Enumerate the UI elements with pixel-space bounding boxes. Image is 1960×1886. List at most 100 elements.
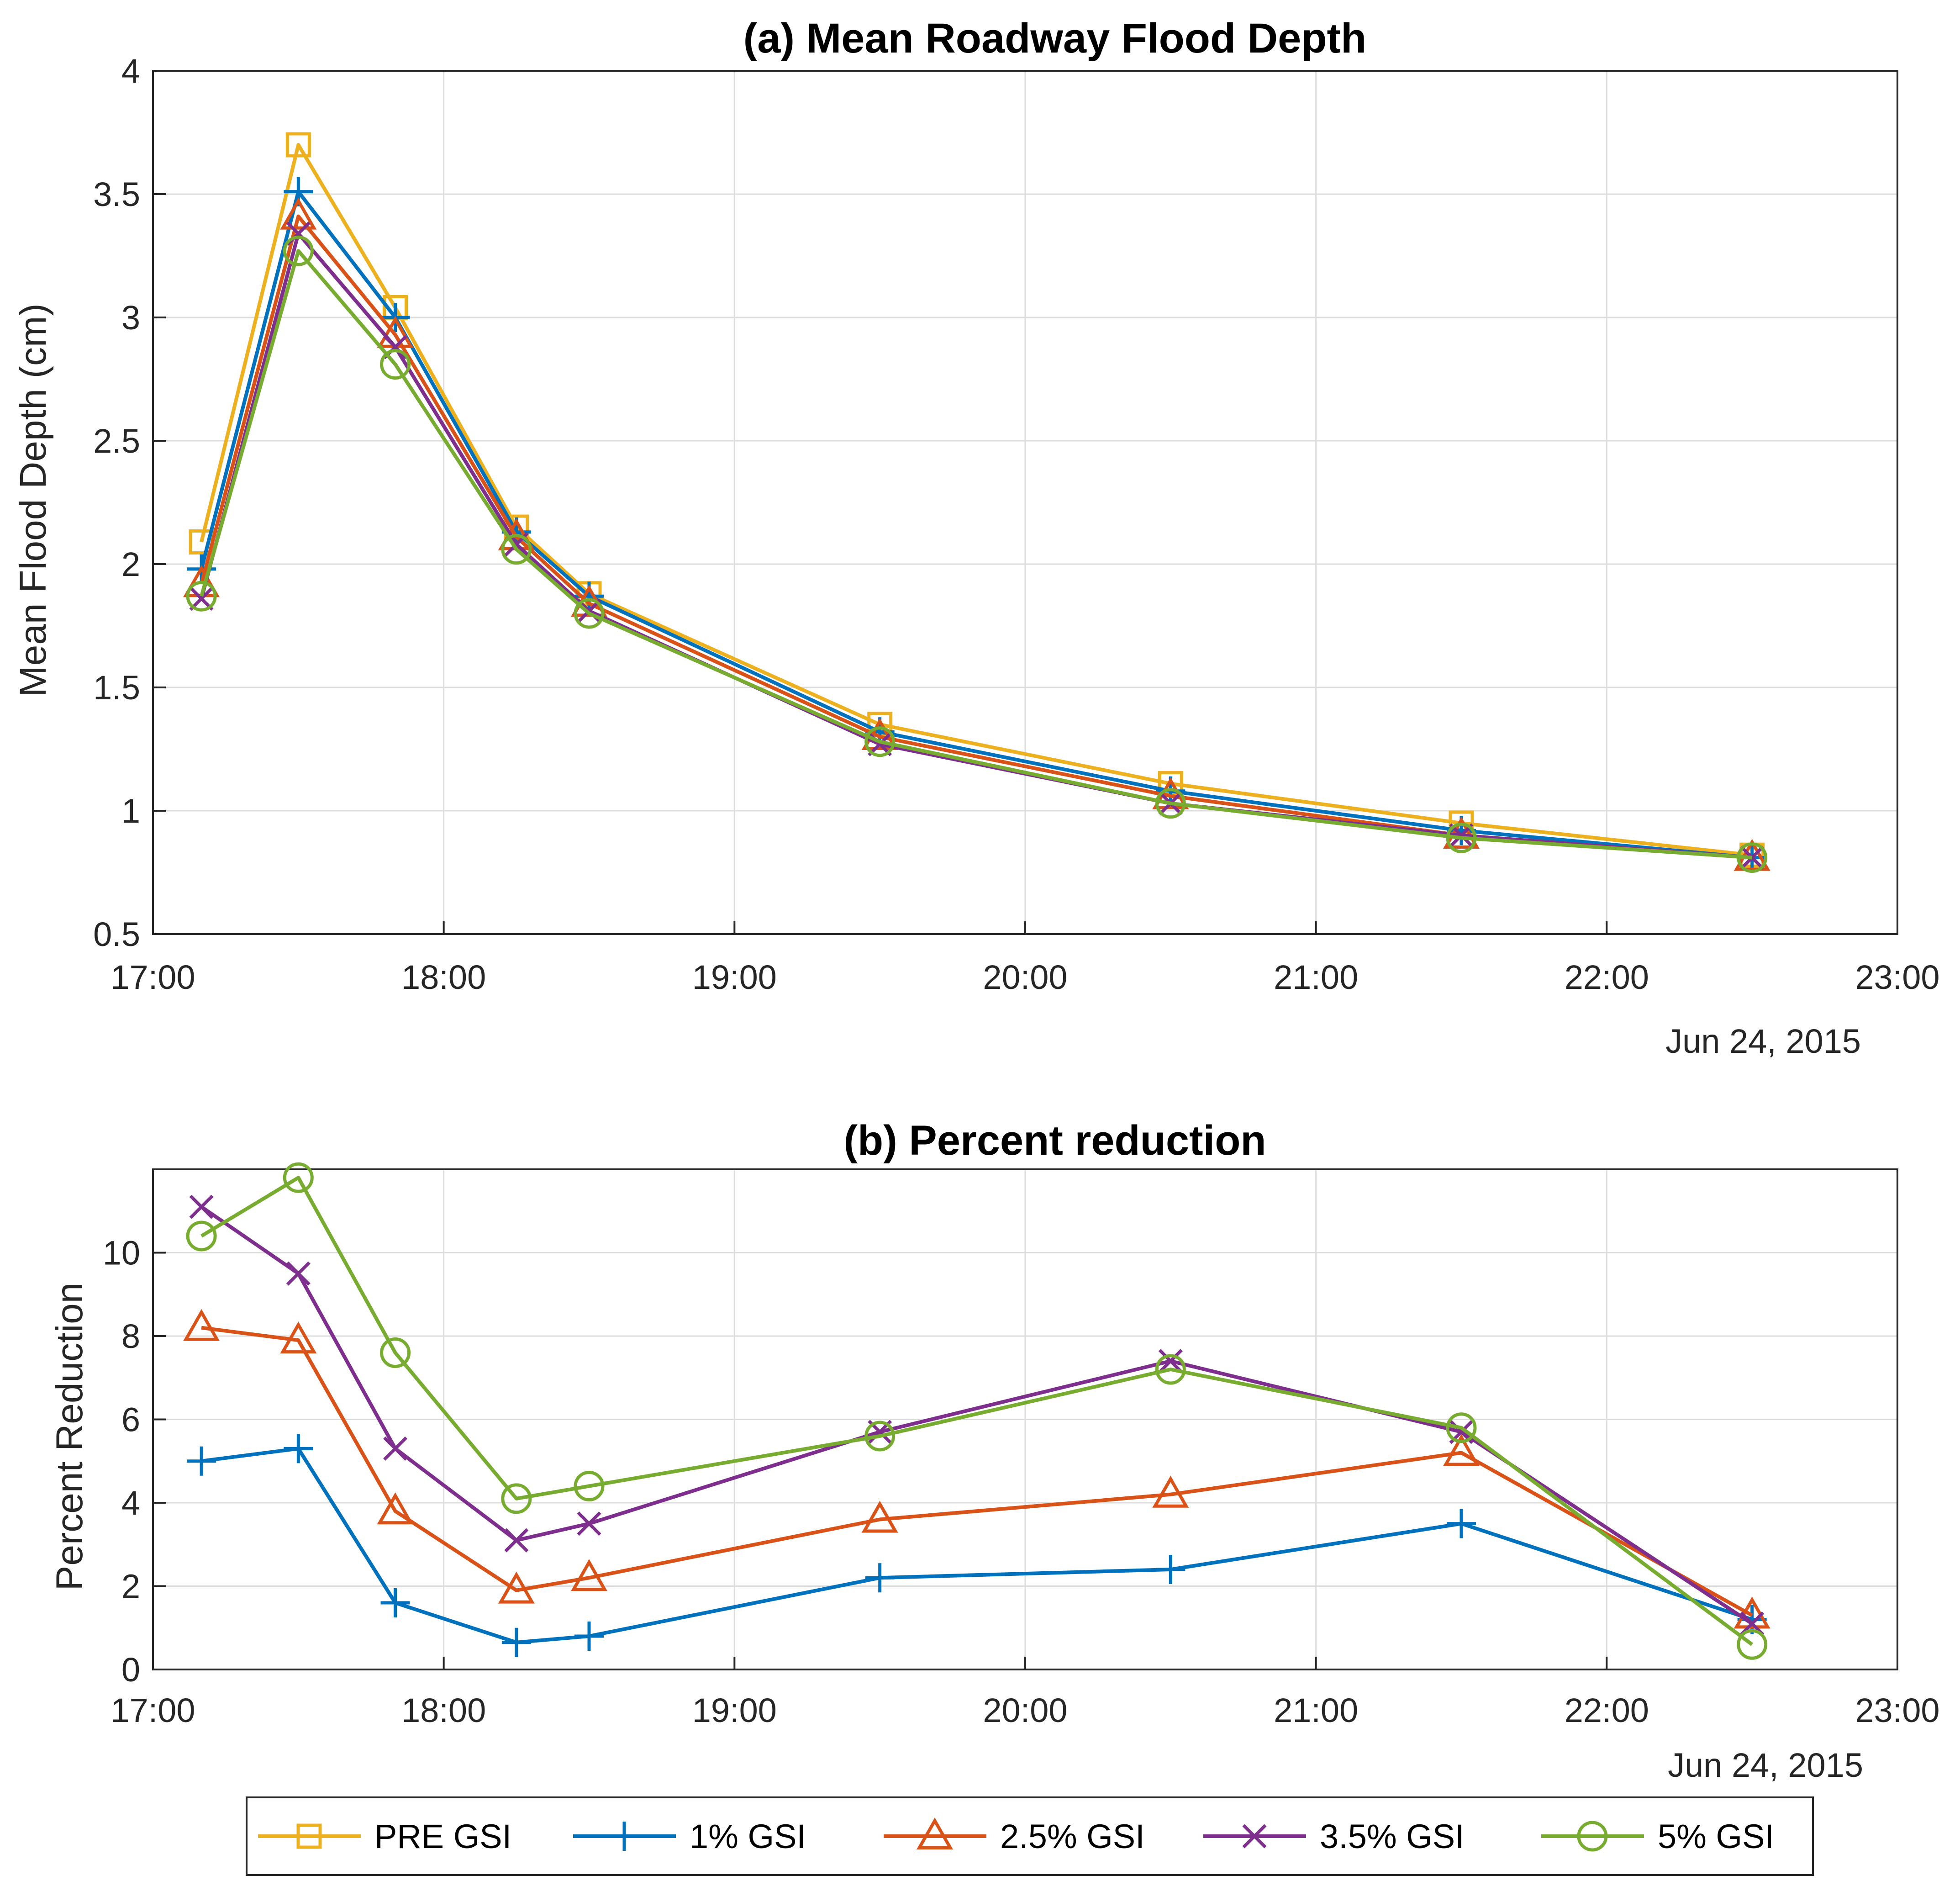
panel-b-series-5pct-gsi bbox=[186, 1162, 1768, 1660]
panel-b-series-2-5pct-gsi-point-7 bbox=[1443, 1434, 1480, 1466]
panel-a-y-axis-label: Mean Flood Depth (cm) bbox=[12, 303, 54, 697]
panel-b-series-3-5pct-gsi-point-3 bbox=[504, 1528, 529, 1553]
panel-b-series-1pct-gsi-point-1 bbox=[284, 1434, 313, 1463]
panel-a-title: (a) Mean Roadway Flood Depth bbox=[743, 15, 1367, 62]
panel-b-series-5pct-gsi-point-8 bbox=[1737, 1629, 1768, 1660]
legend-marker-3 bbox=[1242, 1824, 1267, 1849]
panel-b-series-3-5pct-gsi-point-6 bbox=[1158, 1349, 1183, 1374]
legend-label-4: 5% GSI bbox=[1658, 1817, 1774, 1855]
legend-entry-1pct-gsi: 1% GSI bbox=[573, 1817, 806, 1855]
panel-b-date-label: Jun 24, 2015 bbox=[1668, 1746, 1863, 1784]
legend: PRE GSI 1% GSI 2.5% GSI 3.5% GSI 5% GSI bbox=[246, 1796, 1814, 1876]
legend-entry-5pct-gsi: 5% GSI bbox=[1541, 1817, 1774, 1855]
panel-a-y-tick-label-3: 2 bbox=[121, 545, 140, 583]
panel-a-series-3-5pct-gsi-point-8 bbox=[1740, 845, 1765, 870]
panel-b-y-tick-label-0: 0 bbox=[121, 1651, 140, 1689]
panel-b-x-tick-label-4: 21:00 bbox=[1274, 1691, 1358, 1729]
panel-b-series-2-5pct-gsi-point-5 bbox=[861, 1500, 898, 1533]
panel-a-series-1pct-gsi bbox=[187, 177, 1767, 872]
panel-a-y-tick-label-0: 0.5 bbox=[93, 915, 140, 953]
panel-b-series-2-5pct-gsi-point-2 bbox=[377, 1492, 414, 1525]
panel-b-series-2-5pct-gsi-point-0 bbox=[183, 1309, 220, 1341]
panel-a-y-tick-label-6: 3.5 bbox=[93, 175, 140, 213]
panel-b-series-5pct-gsi-point-4 bbox=[574, 1471, 605, 1501]
panel-b-x-tick-label-6: 23:00 bbox=[1855, 1691, 1939, 1729]
panel-b-x-tick-label-1: 18:00 bbox=[401, 1691, 486, 1729]
panel-b-series-2-5pct-gsi-point-3 bbox=[498, 1571, 535, 1604]
panel-a-series-5pct-gsi-point-8 bbox=[1737, 842, 1768, 873]
panel-a-series-5pct-gsi-line bbox=[200, 249, 1752, 860]
panel-a-x-tick-label-1: 18:00 bbox=[401, 958, 486, 996]
legend-marker-2 bbox=[916, 1817, 954, 1849]
legend-label-2: 2.5% GSI bbox=[1000, 1817, 1145, 1855]
panel-a-date-label: Jun 24, 2015 bbox=[1665, 1022, 1861, 1060]
panel-b-series-1pct-gsi-point-6 bbox=[1156, 1555, 1185, 1584]
panel-b-series-5pct-gsi-point-7 bbox=[1446, 1412, 1477, 1443]
panel-b-series-5pct-gsi-point-2 bbox=[380, 1337, 411, 1368]
panel-b-series-2-5pct-gsi-point-4 bbox=[570, 1559, 608, 1591]
panel-b-x-tick-label-2: 19:00 bbox=[692, 1691, 777, 1729]
legend-marker-1 bbox=[610, 1822, 639, 1851]
panel-a-y-tick-label-4: 2.5 bbox=[93, 422, 140, 460]
panel-a-series-5pct-gsi-point-4 bbox=[574, 598, 605, 629]
panel-b-series-3-5pct-gsi-point-1 bbox=[286, 1261, 311, 1286]
panel-b-series-2-5pct-gsi bbox=[183, 1309, 1770, 1629]
panel-a-series-5pct-gsi-point-0 bbox=[186, 581, 217, 612]
panel-a-x-tick-label-6: 23:00 bbox=[1855, 958, 1939, 996]
panel-b-series-1pct-gsi-point-7 bbox=[1447, 1509, 1476, 1538]
panel-b-series-3-5pct-gsi-point-2 bbox=[383, 1436, 408, 1461]
panel-a-series-5pct-gsi-point-1 bbox=[283, 235, 314, 266]
panel-b-series-2-5pct-gsi-point-8 bbox=[1733, 1596, 1770, 1629]
panel-b-series-5pct-gsi-line bbox=[200, 1176, 1754, 1646]
panel-b-y-tick-label-3: 6 bbox=[121, 1401, 140, 1439]
legend-label-1: 1% GSI bbox=[690, 1817, 806, 1855]
panel-b-series-3-5pct-gsi-point-0 bbox=[189, 1194, 214, 1219]
panel-a-series-5pct-gsi bbox=[186, 235, 1768, 873]
panel-a-series-2-5pct-gsi bbox=[183, 197, 1770, 871]
legend-label-3: 3.5% GSI bbox=[1320, 1817, 1465, 1855]
panel-b-series-5pct-gsi-point-0 bbox=[186, 1220, 217, 1252]
panel-a-x-tick-label-4: 21:00 bbox=[1274, 958, 1358, 996]
panel-b-x-tick-label-3: 20:00 bbox=[983, 1691, 1067, 1729]
panel-b-y-axis-label: Percent Reduction bbox=[49, 1283, 90, 1591]
panel-a: (a) Mean Roadway Flood Depth 17:00 18:00 1… bbox=[12, 15, 1940, 1060]
panel-b-series-2-5pct-gsi-line bbox=[201, 1326, 1753, 1617]
panel-a-series-5pct-gsi-point-7 bbox=[1446, 822, 1477, 853]
panel-b-title: (b) Percent reduction bbox=[843, 1117, 1266, 1164]
panel-b-series-5pct-gsi-point-5 bbox=[864, 1421, 896, 1452]
panel-b-series-2-5pct-gsi-point-6 bbox=[1152, 1475, 1189, 1508]
legend-marker-0 bbox=[296, 1823, 322, 1849]
panel-b-y-tick-label-5: 10 bbox=[103, 1234, 140, 1272]
panel-b-y-tick-label-2: 4 bbox=[121, 1484, 140, 1522]
panel-b-series-1pct-gsi-point-4 bbox=[574, 1622, 604, 1651]
panel-b-series-5pct-gsi-point-1 bbox=[283, 1162, 314, 1193]
legend-label-0: PRE GSI bbox=[374, 1817, 511, 1855]
panel-b-y-tick-label-4: 8 bbox=[121, 1317, 140, 1355]
panel-b-series-3-5pct-gsi-point-4 bbox=[577, 1511, 601, 1536]
panel-a-series-pre-gsi-line bbox=[200, 143, 1753, 857]
panel-a-y-tick-label-5: 3 bbox=[121, 299, 140, 337]
panel-a-series-5pct-gsi-point-6 bbox=[1155, 788, 1186, 819]
panel-a-x-tick-label-2: 19:00 bbox=[692, 958, 777, 996]
panel-b-series-1pct-gsi-point-3 bbox=[501, 1627, 531, 1657]
panel-a-series-5pct-gsi-point-5 bbox=[864, 726, 896, 757]
panel-a-series-5pct-gsi-point-3 bbox=[501, 534, 532, 565]
panel-b-x-tick-label-0: 17:00 bbox=[111, 1691, 195, 1729]
panel-a-series-5pct-gsi-point-2 bbox=[380, 349, 411, 380]
panel-b-x-tick-label-5: 22:00 bbox=[1565, 1691, 1649, 1729]
panel-b-series-1pct-gsi bbox=[187, 1434, 1767, 1657]
panel-a-series-3-5pct-gsi bbox=[189, 221, 1765, 870]
panel-b-series-5pct-gsi-point-6 bbox=[1155, 1354, 1186, 1385]
panel-a-x-tick-label-3: 20:00 bbox=[983, 958, 1067, 996]
panel-a-y-tick-label-7: 4 bbox=[121, 52, 140, 90]
panel-a-x-tick-label-0: 17:00 bbox=[111, 958, 195, 996]
panel-a-series-2-5pct-gsi-line bbox=[200, 214, 1752, 860]
panel-a-y-tick-label-2: 1.5 bbox=[93, 669, 140, 707]
panel-b-series-5pct-gsi-point-3 bbox=[501, 1483, 532, 1514]
legend-entry-pre-gsi: PRE GSI bbox=[258, 1817, 511, 1855]
legend-marker-4 bbox=[1577, 1821, 1608, 1852]
legend-entry-3-5pct-gsi: 3.5% GSI bbox=[1203, 1817, 1465, 1855]
panel-a-series-pre-gsi-point-1 bbox=[285, 132, 311, 158]
panel-b-series-1pct-gsi-point-2 bbox=[380, 1588, 410, 1617]
